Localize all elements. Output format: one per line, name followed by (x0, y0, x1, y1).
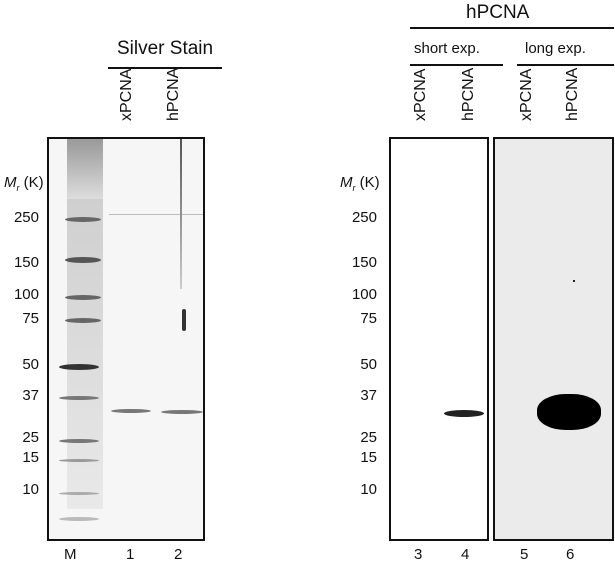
mw-marker-label: 250 (351, 209, 377, 226)
ladder-band (65, 217, 101, 222)
ladder-band (59, 396, 99, 400)
silver-stain-title: Silver Stain (117, 38, 214, 59)
mw-marker-label: 25 (360, 429, 377, 446)
lane-label-xpcna-short: xPCNA (412, 68, 429, 121)
mr-label: Mr (K) (4, 174, 44, 193)
mw-marker-label: 50 (360, 356, 377, 373)
ladder-band (65, 257, 101, 263)
band-lane4 (444, 410, 484, 417)
lane-label-hpcna: hPCNA (165, 67, 182, 121)
western-title: hPCNA (466, 2, 530, 23)
lane-number-6: 6 (566, 546, 575, 563)
lane-label-hpcna-short: hPCNA (460, 67, 477, 121)
lane-number-2: 2 (174, 546, 183, 563)
mw-marker-label: 150 (351, 254, 377, 271)
mw-marker-label: 10 (22, 481, 39, 498)
western-long-exposure-blot (493, 137, 614, 541)
mw-marker-label: 150 (13, 254, 39, 271)
mw-marker-label: 75 (360, 310, 377, 327)
mw-marker-label: 25 (22, 429, 39, 446)
short-exp-line (410, 64, 503, 66)
ladder-band (59, 439, 99, 443)
lane-number-m: M (64, 546, 77, 563)
western-short-exposure-blot (389, 137, 489, 541)
ladder-band (65, 295, 101, 300)
mw-marker-label: 10 (360, 481, 377, 498)
mw-marker-label: 75 (22, 310, 39, 327)
ladder-band (59, 364, 99, 370)
mw-marker-label: 50 (22, 356, 39, 373)
ladder-band (59, 517, 99, 521)
mw-marker-label: 37 (360, 387, 377, 404)
band-lane2 (161, 410, 203, 414)
western-header-line (410, 27, 614, 29)
group-short-exp: short exp. (414, 40, 480, 57)
group-long-exp: long exp. (525, 40, 586, 57)
lane-number-3: 3 (414, 546, 423, 563)
ladder-band (59, 492, 99, 495)
band-lane6 (537, 394, 601, 430)
mw-marker-label: 37 (22, 387, 39, 404)
mr-label-western: Mr (K) (340, 174, 380, 193)
mw-marker-label: 15 (360, 449, 377, 466)
ladder-band (65, 318, 101, 323)
ladder-band (59, 459, 99, 462)
mw-marker-label: 15 (22, 449, 39, 466)
long-exp-line (517, 64, 614, 66)
lane-number-5: 5 (520, 546, 529, 563)
silver-header-line (108, 67, 222, 69)
mw-marker-label: 100 (351, 286, 377, 303)
mw-marker-label: 100 (13, 286, 39, 303)
band-lane1 (111, 409, 151, 413)
lane-label-hpcna-long: hPCNA (564, 67, 581, 121)
lane-number-1: 1 (126, 546, 135, 563)
lane-label-xpcna: xPCNA (118, 68, 135, 121)
mw-marker-label: 250 (13, 209, 39, 226)
silver-stain-gel (47, 137, 205, 541)
lane-number-4: 4 (461, 546, 470, 563)
lane-label-xpcna-long: xPCNA (518, 68, 535, 121)
